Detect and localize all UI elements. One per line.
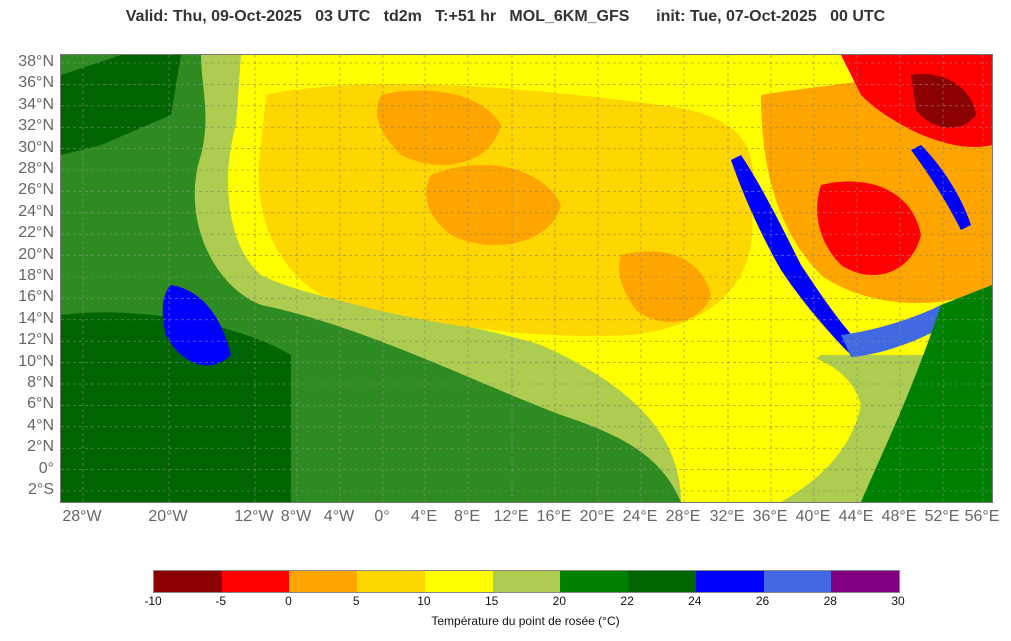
- latitude-label: 34°N: [18, 95, 54, 113]
- legend-tick-label: 10: [417, 594, 431, 608]
- longitude-label: 4°W: [323, 508, 355, 525]
- latitude-label: 26°N: [18, 181, 54, 199]
- gulf-guinea-field: [61, 312, 291, 502]
- legend-tick-label: 0: [285, 594, 292, 608]
- latitude-label: 24°N: [18, 202, 54, 220]
- latitude-label: 32°N: [18, 117, 54, 135]
- latitude-label: 0°: [38, 459, 54, 477]
- legend-tick-label: -10: [144, 594, 162, 608]
- latitude-label: 4°N: [27, 416, 54, 434]
- persian-gulf-moist: [911, 145, 971, 230]
- latitude-label: 22°N: [18, 224, 54, 242]
- longitude-label: 56°E: [964, 508, 1000, 525]
- red-sea-moist-strip: [731, 155, 861, 355]
- legend-tick-label: 24: [688, 594, 702, 608]
- legend-swatch: [628, 571, 696, 592]
- longitude-label: 8°E: [454, 508, 480, 525]
- legend-tick-label: 20: [552, 594, 567, 608]
- legend-tick-label: 22: [620, 594, 634, 608]
- legend-swatch: [492, 571, 561, 592]
- graticule: [61, 55, 992, 502]
- longitude-label: 48°E: [881, 508, 917, 525]
- legend-tick-label: 28: [823, 594, 837, 608]
- legend-tick-label: 5: [352, 594, 360, 608]
- latitude-label: 14°N: [18, 309, 54, 327]
- longitude-label: 20°W: [148, 508, 188, 525]
- longitude-label: 12°W: [234, 508, 274, 525]
- longitude-label: 8°W: [280, 508, 312, 525]
- longitude-label: 28°E: [665, 508, 701, 525]
- longitude-label: 44°E: [838, 508, 874, 525]
- longitude-label: 12°E: [493, 508, 529, 525]
- latitude-label: 30°N: [18, 138, 54, 156]
- atlantic-north-field: [61, 55, 181, 155]
- latitude-label: 28°N: [18, 160, 54, 177]
- west-africa-coast-moist: [162, 285, 231, 366]
- longitude-label: 16°E: [536, 508, 572, 525]
- latitude-label: 36°N: [18, 74, 54, 92]
- dry-patch-central: [426, 165, 561, 245]
- legend-swatch: [831, 571, 900, 592]
- longitude-label: 24°E: [622, 508, 658, 525]
- longitude-label: 40°E: [795, 508, 831, 525]
- dewpoint-field: [61, 55, 992, 502]
- longitude-label: 20°E: [579, 508, 615, 525]
- legend-swatch: [560, 571, 629, 592]
- latitude-label: 16°N: [18, 288, 54, 306]
- horn-dry-zone: [721, 352, 861, 502]
- latitude-label: 10°N: [18, 352, 54, 370]
- latitude-label: 6°N: [27, 395, 54, 413]
- longitude-label: 32°E: [709, 508, 745, 525]
- legend-swatch: [357, 571, 425, 592]
- latitude-label: 18°N: [18, 267, 54, 284]
- legend-title: Température du point de rosée (°C): [431, 614, 620, 628]
- legend-tick-label: 30: [891, 594, 905, 608]
- latitude-label: 2°N: [27, 438, 54, 456]
- latitude-label: 12°N: [18, 331, 54, 349]
- legend-swatch: [289, 571, 358, 592]
- dewpoint-map: [60, 54, 993, 503]
- legend-swatch: [763, 571, 832, 592]
- legend-swatch: [154, 571, 222, 592]
- longitude-label: 0°: [374, 508, 390, 525]
- longitude-label: 4°E: [411, 508, 437, 525]
- legend-swatch: [221, 571, 290, 592]
- gulf-aden-moist: [841, 305, 946, 357]
- iran-extreme-dry: [911, 74, 976, 128]
- legend-tick-label: 26: [755, 594, 770, 608]
- legend-tick-label: -5: [215, 594, 227, 608]
- latitude-label: 20°N: [18, 245, 54, 263]
- legend-tick-label: 15: [484, 594, 499, 608]
- arabia-very-dry: [817, 181, 921, 275]
- legend-swatch: [695, 571, 764, 592]
- color-legend: [153, 570, 900, 593]
- latitude-label: 38°N: [18, 53, 54, 70]
- dry-patch-north: [377, 90, 501, 165]
- map-title: Valid: Thu, 09-Oct-2025 03 UTC td2m T:+5…: [125, 8, 886, 25]
- legend-swatch: [424, 571, 493, 592]
- latitude-label: 8°N: [27, 374, 54, 391]
- longitude-label: 28°W: [62, 508, 102, 525]
- longitude-label: 52°E: [924, 508, 960, 525]
- latitude-label: 2°S: [28, 481, 54, 498]
- longitude-label: 36°E: [752, 508, 788, 525]
- dry-patch-chad: [619, 251, 711, 322]
- indian-ocean-field: [861, 285, 992, 502]
